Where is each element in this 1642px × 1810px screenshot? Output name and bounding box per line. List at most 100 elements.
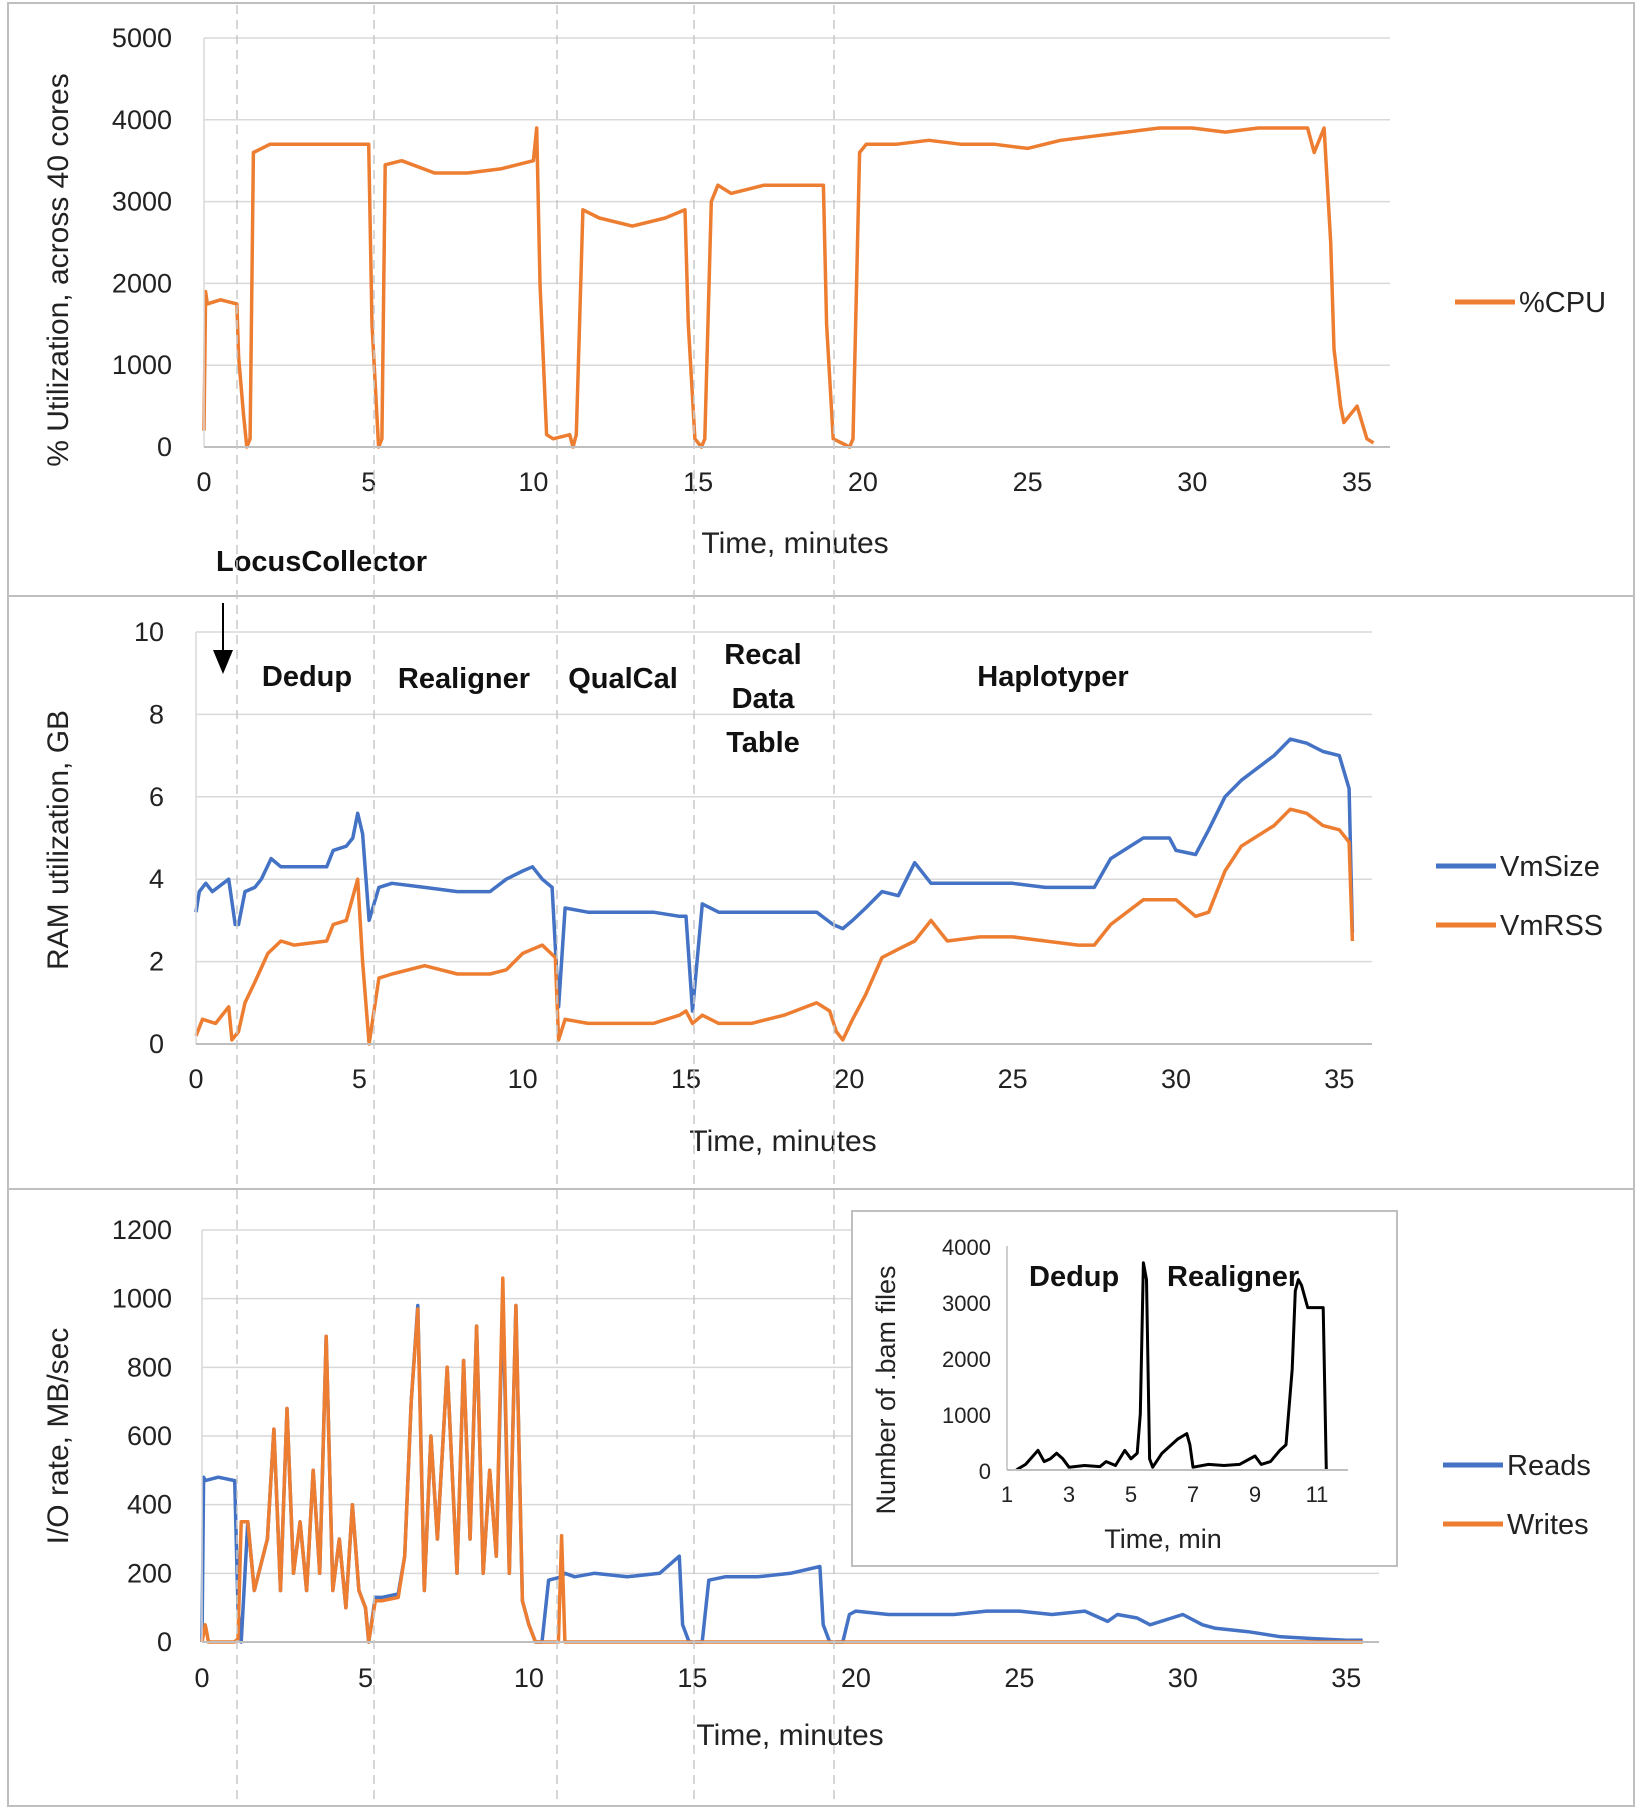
ram-x-tick-label: 0 [188, 1064, 203, 1094]
ram-y-tick-label: 10 [134, 617, 164, 647]
io-y-tick-label: 1200 [112, 1215, 172, 1245]
phase-label-recal: Recal [724, 639, 801, 671]
ram-chart: 0 2 4 6 8 10 0 5 10 15 20 25 30 35 [134, 617, 1372, 1094]
inset-x-tick-label: 5 [1125, 1482, 1137, 1507]
ram-x-tick-label: 25 [998, 1064, 1028, 1094]
ram-y-tick-label: 8 [149, 699, 164, 729]
locuscollector-arrow-head [213, 650, 233, 674]
ram-legend-label-vmsize: VmSize [1500, 851, 1600, 883]
cpu-chart: 0 1000 2000 3000 4000 5000 0 5 10 15 20 25 30 35 [112, 23, 1390, 497]
ram-x-tick-label: 30 [1161, 1064, 1191, 1094]
io-x-tick-label: 0 [194, 1663, 209, 1693]
inset-xlabel: Time, min [1104, 1524, 1222, 1554]
inset-x-tick-label: 7 [1187, 1482, 1199, 1507]
ram-x-tick-label: 35 [1324, 1064, 1354, 1094]
phase-label-dedup: Dedup [262, 661, 352, 693]
cpu-y-tick-label: 0 [157, 432, 172, 462]
inset-y-tick-label: 2000 [942, 1347, 991, 1372]
inset-x-tick-label: 1 [1001, 1482, 1013, 1507]
cpu-legend-label: %CPU [1519, 287, 1606, 319]
cpu-ylabel: % Utilization, across 40 cores [42, 73, 75, 467]
cpu-xlabel: Time, minutes [701, 527, 888, 560]
inset-y-tick-label: 1000 [942, 1403, 991, 1428]
ram-ylabel: RAM utilization, GB [42, 710, 75, 970]
ram-x-tick-label: 5 [352, 1064, 367, 1094]
io-x-tick-label: 35 [1331, 1663, 1361, 1693]
io-y-tick-label: 800 [127, 1352, 172, 1382]
ram-series-vmsize [194, 737, 1355, 1013]
io-y-tick-label: 200 [127, 1558, 172, 1588]
inset-series-bam-files [1015, 1261, 1328, 1472]
inset-y-tick-label: 0 [979, 1459, 991, 1484]
cpu-axes: 0 1000 2000 3000 4000 5000 0 5 10 15 20 25 30 35 [112, 23, 1390, 497]
io-x-tick-label: 5 [358, 1663, 373, 1693]
ram-x-tick-label: 15 [671, 1064, 701, 1094]
ram-xlabel: Time, minutes [689, 1125, 876, 1158]
cpu-gridlines [204, 37, 1390, 366]
inset-axes: 0 1000 2000 3000 4000 1 3 5 7 9 11 [942, 1235, 1348, 1507]
inset-ylabel: Number of .bam files [871, 1265, 901, 1514]
ram-y-tick-label: 0 [149, 1029, 164, 1059]
ram-gridlines [196, 631, 1372, 963]
cpu-x-tick-label: 10 [518, 467, 548, 497]
io-y-tick-label: 600 [127, 1421, 172, 1451]
inset-y-tick-label: 4000 [942, 1235, 991, 1260]
ram-y-tick-label: 6 [149, 782, 164, 812]
io-legend-label-writes: Writes [1507, 1509, 1589, 1541]
ram-y-tick-label: 2 [149, 947, 164, 977]
io-x-tick-label: 30 [1168, 1663, 1198, 1693]
phase-separators [236, 5, 835, 1804]
io-y-tick-label: 1000 [112, 1284, 172, 1314]
io-x-tick-label: 15 [677, 1663, 707, 1693]
cpu-x-tick-label: 35 [1342, 467, 1372, 497]
cpu-x-tick-label: 5 [361, 467, 376, 497]
inset-chart: 0 1000 2000 3000 4000 1 3 5 7 9 11 [942, 1235, 1348, 1507]
cpu-x-tick-label: 20 [848, 467, 878, 497]
inset-frame [851, 1210, 1398, 1567]
io-legend-label-reads: Reads [1507, 1450, 1591, 1482]
cpu-x-tick-label: 0 [196, 467, 211, 497]
ram-x-tick-label: 10 [508, 1064, 538, 1094]
ram-series-vmrss [194, 807, 1355, 1046]
ram-legend-label-vmrss: VmRSS [1500, 910, 1603, 942]
ram-series [194, 737, 1355, 1046]
phase-label-locuscollector: LocusCollector [216, 546, 427, 578]
phase-label-table: Table [726, 727, 800, 759]
inset-series [1015, 1261, 1328, 1472]
inset-phase-realigner: Realigner [1167, 1261, 1299, 1293]
cpu-y-tick-label: 5000 [112, 23, 172, 53]
cpu-x-tick-label: 25 [1013, 467, 1043, 497]
cpu-x-tick-label: 15 [683, 467, 713, 497]
phase-label-haplotyper: Haplotyper [977, 661, 1128, 693]
io-xlabel: Time, minutes [696, 1719, 883, 1752]
cpu-series [202, 126, 1375, 449]
cpu-y-tick-label: 1000 [112, 350, 172, 380]
ram-axes: 0 2 4 6 8 10 0 5 10 15 20 25 30 35 [134, 617, 1372, 1094]
inset-x-tick-label: 11 [1306, 1482, 1329, 1507]
ram-x-tick-label: 20 [834, 1064, 864, 1094]
phase-label-data: Data [732, 683, 796, 715]
io-y-tick-label: 400 [127, 1490, 172, 1520]
io-x-tick-label: 25 [1004, 1663, 1034, 1693]
inset-phase-dedup: Dedup [1029, 1261, 1119, 1293]
io-x-tick-label: 10 [514, 1663, 544, 1693]
ram-y-tick-label: 4 [149, 864, 164, 894]
io-panel-frame [7, 1188, 1635, 1807]
cpu-y-tick-label: 2000 [112, 268, 172, 298]
inset-x-tick-label: 9 [1249, 1482, 1261, 1507]
io-x-tick-label: 20 [841, 1663, 871, 1693]
phase-label-qualcal: QualCal [568, 663, 678, 695]
io-ylabel: I/O rate, MB/sec [42, 1328, 75, 1545]
cpu-y-tick-label: 4000 [112, 105, 172, 135]
cpu-series--cpu [202, 126, 1375, 449]
ram-panel-frame [7, 595, 1635, 1190]
io-y-tick-label: 0 [157, 1627, 172, 1657]
inset-y-tick-label: 3000 [942, 1291, 991, 1316]
phase-label-realigner: Realigner [398, 663, 530, 695]
inset-x-tick-label: 3 [1063, 1482, 1075, 1507]
cpu-y-tick-label: 3000 [112, 187, 172, 217]
cpu-x-tick-label: 30 [1177, 467, 1207, 497]
